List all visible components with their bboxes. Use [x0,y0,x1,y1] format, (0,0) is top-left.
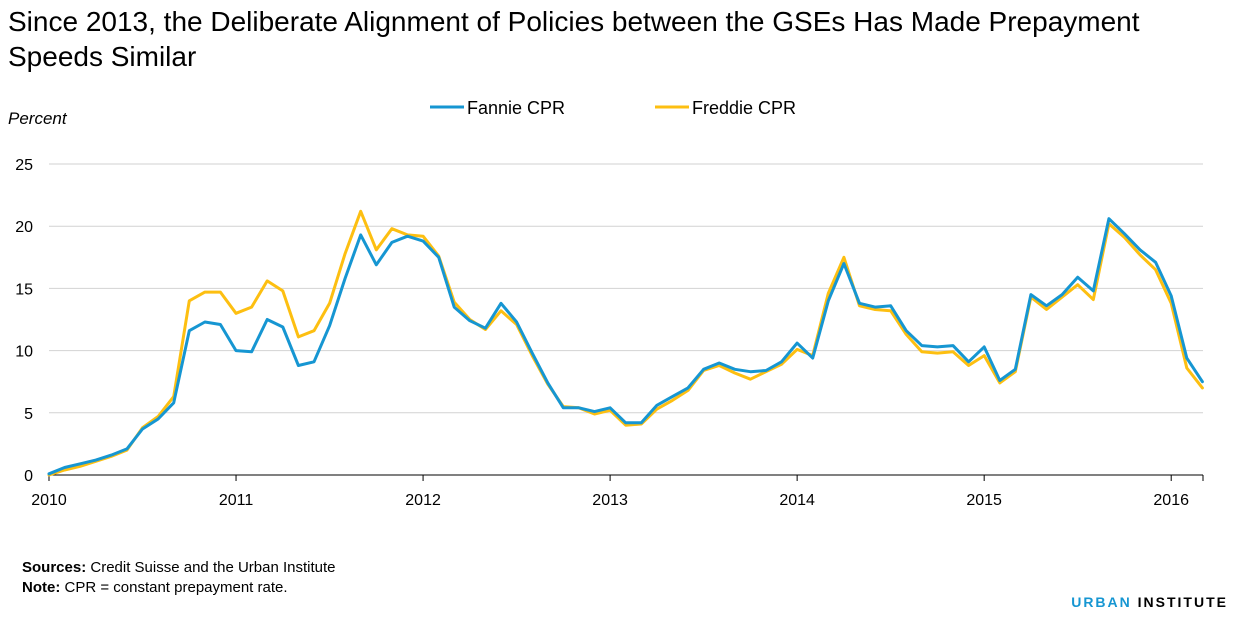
sources-text: Credit Suisse and the Urban Institute [90,559,336,576]
y-tick-label: 10 [15,344,33,361]
y-tick-label: 0 [24,468,33,485]
sources-label: Sources: [22,559,87,576]
sources-line: Sources: Credit Suisse and the Urban Ins… [22,558,336,578]
y-tick-label: 25 [15,157,33,174]
y-axis-ticks: 0 5 10 15 20 25 [15,157,33,485]
chart-title: Since 2013, the Deliberate Alignment of … [8,6,1140,72]
urban-institute-logo: URBAN INSTITUTE [1071,594,1228,610]
x-tick-label: 2010 [31,492,67,509]
freddie-cpr-line [47,209,1204,477]
series-lines [47,209,1204,477]
grid [49,163,1203,414]
x-tick-label: 2011 [219,492,254,509]
y-tick-label: 5 [24,406,33,423]
logo-word-institute: INSTITUTE [1137,594,1228,610]
x-tick-label: 2016 [1153,492,1189,509]
y-tick-label: 15 [15,281,33,298]
legend: Fannie CPR Freddie CPR [430,98,796,118]
note-text: CPR = constant prepayment rate. [64,579,288,596]
y-tick-label: 20 [15,219,33,236]
fannie-cpr-line [47,217,1204,476]
footer: Sources: Credit Suisse and the Urban Ins… [22,558,336,598]
x-tick-label: 2014 [779,492,815,509]
y-axis-label: Percent [8,109,68,128]
x-tick-label: 2015 [966,492,1002,509]
x-tick-label: 2012 [405,492,441,509]
logo-word-urban: URBAN [1071,594,1132,610]
x-axis: 2010 2011 2012 2013 2014 2015 2016 [31,474,1204,509]
x-tick-label: 2013 [592,492,628,509]
note-label: Note: [22,579,61,596]
note-line: Note: CPR = constant prepayment rate. [22,578,336,598]
legend-label: Fannie CPR [467,98,565,118]
legend-label: Freddie CPR [692,98,796,118]
